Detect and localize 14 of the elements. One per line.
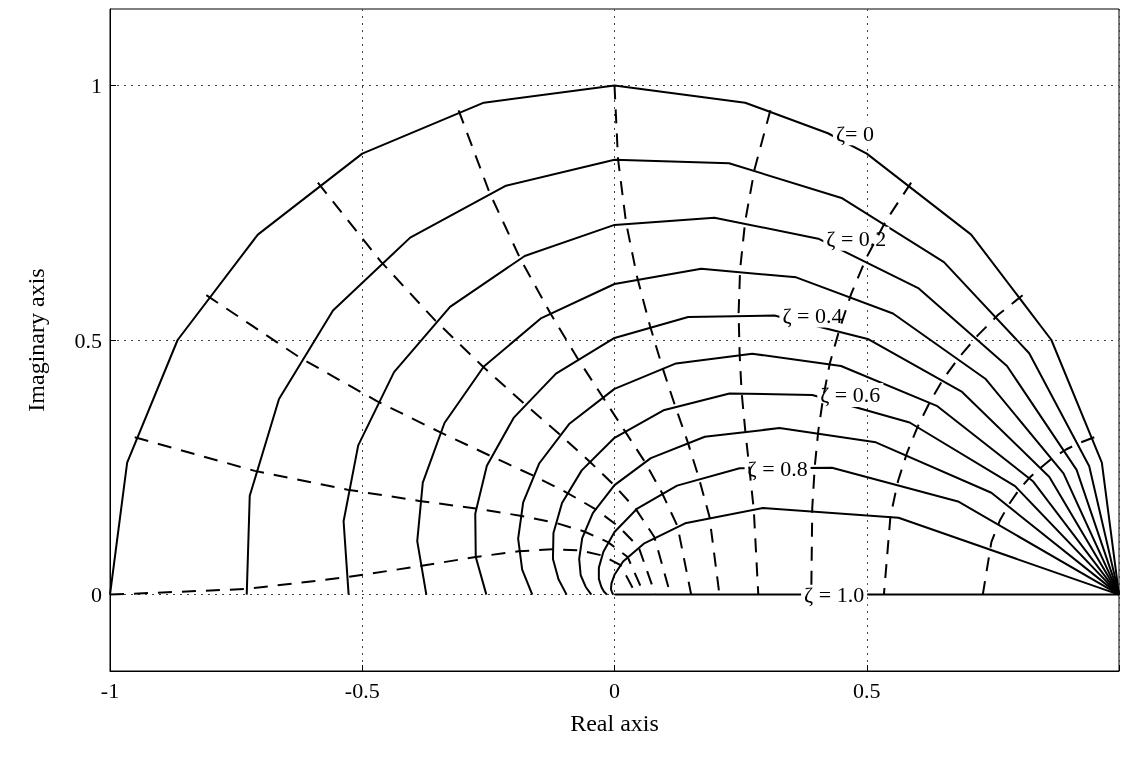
annotation: ζ = 0.6	[820, 382, 881, 408]
x-tick-label: -0.5	[344, 677, 380, 703]
annotation: ζ = 0.2	[826, 226, 887, 252]
x-tick-label: 0.5	[853, 677, 881, 703]
annotation: ζ = 1.0	[804, 582, 865, 608]
y-tick-label: 1	[91, 72, 102, 98]
x-tick-label: 0	[609, 677, 620, 703]
y-tick-label: 0	[91, 582, 102, 608]
x-axis-title: Real axis	[570, 710, 659, 736]
annotation: ζ= 0	[835, 120, 874, 146]
annotation: ζ = 0.4	[782, 303, 843, 329]
y-tick-label: 0.5	[74, 327, 102, 353]
y-axis-title: Imaginary axis	[23, 268, 49, 412]
x-tick-label: -1	[100, 677, 120, 703]
